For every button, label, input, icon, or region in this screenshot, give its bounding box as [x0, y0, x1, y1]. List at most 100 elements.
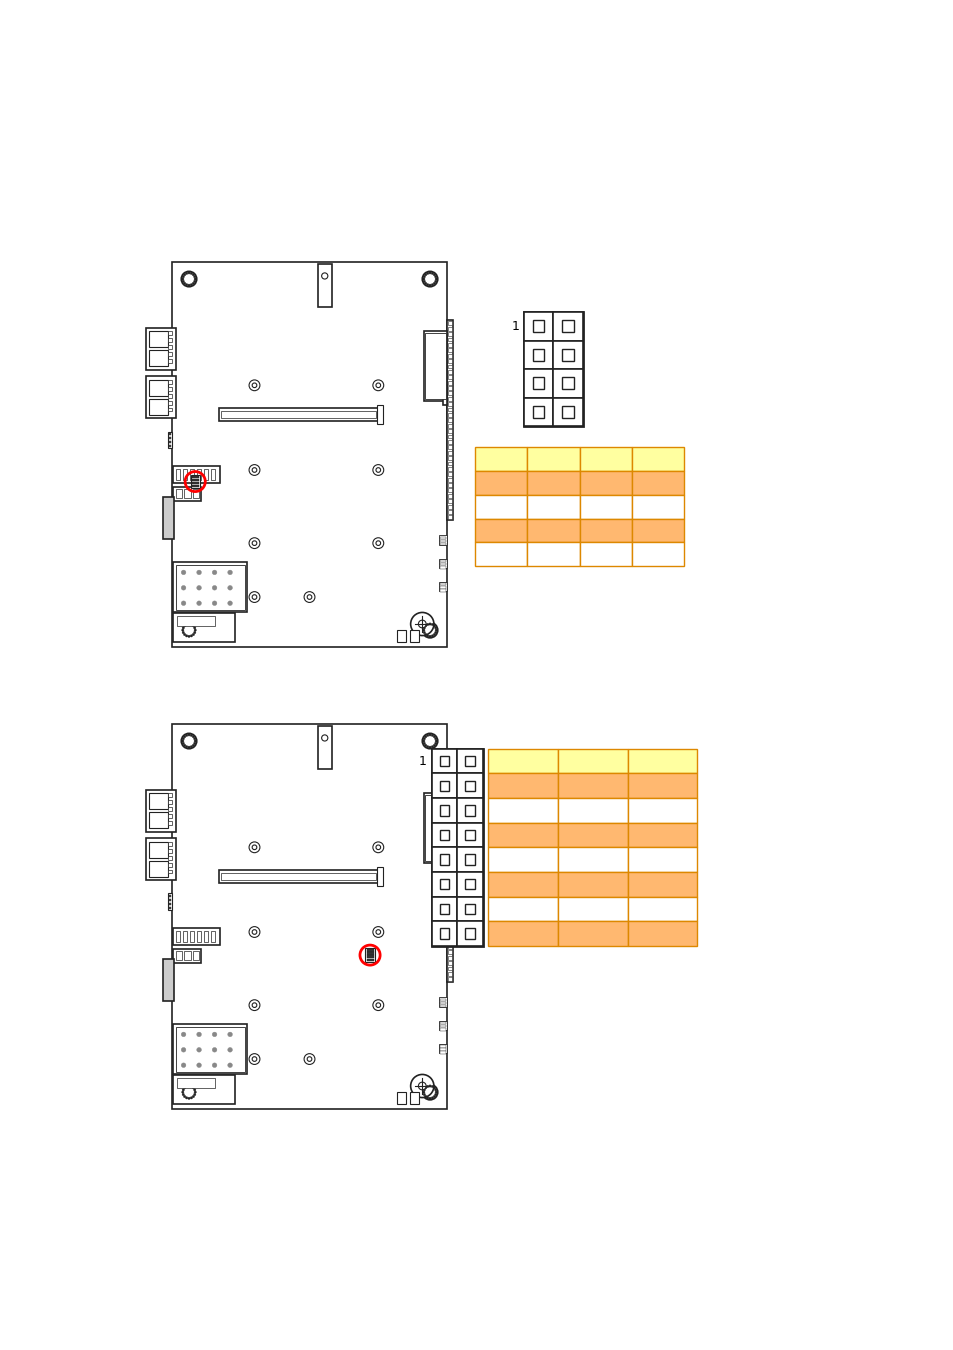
Bar	[439, 1048, 446, 1050]
Bar	[204, 931, 208, 942]
Bar	[169, 444, 171, 447]
Bar	[172, 262, 447, 647]
Circle shape	[196, 1033, 201, 1037]
Circle shape	[423, 632, 425, 633]
Bar	[475, 543, 527, 566]
Circle shape	[190, 1085, 193, 1088]
Circle shape	[190, 273, 193, 274]
Circle shape	[249, 926, 259, 937]
Circle shape	[190, 284, 193, 286]
Bar	[439, 1025, 446, 1027]
Bar	[447, 859, 452, 863]
Bar	[183, 470, 187, 481]
Bar	[365, 948, 375, 963]
Bar	[488, 848, 558, 872]
Circle shape	[249, 1053, 259, 1064]
Bar	[218, 871, 378, 883]
Circle shape	[431, 734, 433, 737]
Circle shape	[426, 745, 428, 748]
Bar	[523, 340, 553, 369]
Bar	[627, 798, 697, 822]
Bar	[456, 921, 482, 946]
Bar	[527, 471, 579, 494]
Bar	[447, 348, 452, 352]
Circle shape	[426, 634, 428, 637]
Bar	[465, 805, 475, 815]
Circle shape	[431, 1085, 433, 1088]
Bar	[475, 518, 527, 543]
Bar	[447, 783, 452, 787]
Circle shape	[435, 278, 436, 281]
Circle shape	[373, 842, 383, 853]
Circle shape	[228, 1062, 233, 1068]
Bar	[447, 977, 452, 981]
Circle shape	[185, 1096, 188, 1099]
Bar	[196, 931, 201, 942]
Bar	[211, 470, 215, 481]
Bar	[439, 998, 447, 1007]
Bar	[465, 855, 475, 865]
Circle shape	[181, 278, 184, 281]
Circle shape	[212, 570, 216, 575]
Bar	[447, 799, 452, 803]
Circle shape	[424, 1095, 426, 1098]
Circle shape	[429, 284, 431, 286]
Circle shape	[429, 622, 431, 625]
Bar	[447, 386, 452, 390]
Bar	[447, 462, 452, 466]
Circle shape	[424, 274, 426, 275]
Bar	[162, 497, 174, 539]
Bar	[447, 516, 452, 520]
Bar	[146, 790, 175, 832]
Bar	[190, 931, 194, 942]
Bar	[168, 814, 172, 818]
Bar	[488, 896, 558, 921]
Bar	[192, 485, 198, 487]
Circle shape	[418, 1083, 426, 1089]
Circle shape	[192, 625, 194, 626]
Circle shape	[182, 1088, 184, 1091]
Bar	[447, 338, 452, 342]
Bar	[447, 413, 452, 417]
Circle shape	[196, 586, 201, 590]
Bar	[465, 903, 475, 914]
Bar	[169, 903, 171, 905]
Circle shape	[188, 1085, 190, 1087]
Circle shape	[212, 1033, 216, 1037]
Bar	[173, 1075, 235, 1104]
Bar	[410, 1092, 418, 1104]
Circle shape	[228, 586, 233, 590]
Bar	[447, 940, 452, 944]
Circle shape	[307, 1057, 312, 1061]
Bar	[175, 470, 180, 481]
Circle shape	[181, 740, 184, 743]
Bar	[146, 838, 175, 880]
Bar	[439, 590, 446, 591]
Circle shape	[181, 601, 186, 606]
Circle shape	[190, 1096, 193, 1099]
Circle shape	[307, 595, 312, 599]
Circle shape	[433, 633, 436, 636]
Bar	[447, 489, 452, 493]
Circle shape	[193, 632, 195, 633]
Bar	[410, 630, 418, 643]
Bar	[168, 894, 172, 910]
Bar	[488, 822, 558, 848]
Circle shape	[435, 281, 436, 282]
Circle shape	[181, 1062, 186, 1068]
Circle shape	[435, 275, 436, 278]
Bar	[423, 794, 447, 863]
Bar	[439, 1029, 446, 1030]
Bar	[184, 489, 191, 498]
Bar	[627, 872, 697, 896]
Circle shape	[228, 601, 233, 606]
Circle shape	[252, 595, 256, 599]
Bar	[168, 401, 172, 405]
Bar	[439, 756, 449, 767]
Circle shape	[435, 1094, 436, 1096]
Circle shape	[429, 733, 431, 736]
Bar	[439, 566, 446, 568]
Bar	[447, 500, 452, 504]
Bar	[627, 774, 697, 798]
Circle shape	[185, 745, 188, 748]
